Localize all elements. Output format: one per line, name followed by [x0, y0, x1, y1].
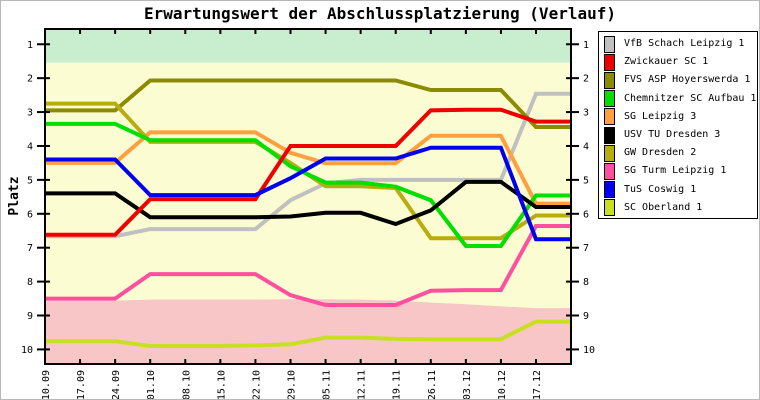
series-line-sc-oberland-1 [45, 319, 571, 348]
legend-label: USV TU Dresden 3 [624, 129, 721, 141]
x-tick-label: 26.11 [427, 370, 438, 400]
y-tick-label-left: 1 [27, 40, 33, 51]
legend-swatch-sg-leipzig-3 [604, 108, 615, 126]
legend-item-vfb-schach-leipzig-1: VfB Schach Leipzig 1 [599, 35, 757, 53]
legend-label: SG Turm Leipzig 1 [624, 165, 727, 177]
y-tick-label-right: 4 [583, 141, 589, 152]
legend-label: Zwickauer SC 1 [624, 56, 709, 68]
y-tick-label-right: 3 [583, 108, 589, 119]
x-tick-label: 17.12 [532, 370, 543, 400]
plot-border [44, 28, 572, 365]
legend-swatch-zwickauer-sc-1 [604, 53, 615, 71]
y-tick-label-right: 9 [583, 311, 589, 322]
x-tick-label: 08.10 [181, 370, 192, 400]
x-tick-label: 05.11 [322, 370, 333, 400]
y-tick-label-left: 10 [21, 345, 33, 356]
x-tick-label: 19.11 [392, 370, 403, 400]
y-tick-label-left: 4 [27, 141, 33, 152]
x-tick-label: 22.10 [251, 370, 262, 400]
series-line-usv-tu-dresden-3 [45, 179, 571, 227]
x-tick-label: 01.10 [146, 370, 157, 400]
legend-label: FVS ASP Hoyerswerda 1 [624, 74, 751, 86]
band-top-zone-green [45, 29, 571, 63]
legend-item-sg-turm-leipzig-1: SG Turm Leipzig 1 [599, 162, 757, 180]
y-tick-label-right: 10 [583, 345, 595, 356]
legend-item-gw-dresden-2: GW Dresden 2 [599, 144, 757, 162]
y-tick-label-left: 9 [27, 311, 33, 322]
y-tick-label-left: 8 [27, 277, 33, 288]
y-tick-label-right: 6 [583, 209, 589, 220]
x-tick-label: 10.09 [41, 370, 52, 400]
legend-swatch-sc-oberland-1 [604, 199, 615, 217]
y-tick-label-right: 2 [583, 74, 589, 85]
legend-swatch-tus-coswig-1 [604, 181, 615, 199]
y-tick-label-left: 7 [27, 243, 33, 254]
legend-swatch-vfb-schach-leipzig-1 [604, 35, 615, 53]
legend-swatch-sg-turm-leipzig-1 [604, 162, 615, 180]
chart-title: Erwartungswert der Abschlussplatzierung … [143, 4, 616, 23]
legend-item-chemnitzer-sc-aufbau-1: Chemnitzer SC Aufbau 1 [599, 90, 757, 108]
y-tick-label-right: 1 [583, 40, 589, 51]
series-line-sg-leipzig-3 [45, 130, 571, 206]
legend: VfB Schach Leipzig 1 Zwickauer SC 1 FVS AS… [598, 31, 758, 219]
legend-label: GW Dresden 2 [624, 147, 697, 159]
y-tick-label-right: 7 [583, 243, 589, 254]
series-line-chemnitzer-sc-aufbau-1 [45, 121, 571, 248]
legend-item-tus-coswig-1: TuS Coswig 1 [599, 181, 757, 199]
legend-label: Chemnitzer SC Aufbau 1 [624, 92, 757, 104]
legend-label: SC Oberland 1 [624, 201, 703, 213]
legend-item-usv-tu-dresden-3: USV TU Dresden 3 [599, 126, 757, 144]
y-tick-label-right: 5 [583, 175, 589, 186]
y-tick-label-right: 8 [583, 277, 589, 288]
band-bottom-zone-pink [45, 299, 571, 364]
legend-item-zwickauer-sc-1: Zwickauer SC 1 [599, 53, 757, 71]
legend-swatch-usv-tu-dresden-3 [604, 126, 615, 144]
legend-label: VfB Schach Leipzig 1 [624, 38, 745, 50]
legend-item-sg-leipzig-3: SG Leipzig 3 [599, 108, 757, 126]
x-tick-label: 29.10 [287, 370, 298, 400]
legend-item-sc-oberland-1: SC Oberland 1 [599, 199, 757, 217]
y-tick-label-left: 6 [27, 209, 33, 220]
x-tick-label: 10.12 [497, 370, 508, 400]
x-tick-label: 17.09 [76, 370, 87, 400]
legend-swatch-fvs-asp-hoyerswerda-1 [604, 71, 615, 89]
legend-label: SG Leipzig 3 [624, 110, 697, 122]
legend-swatch-chemnitzer-sc-aufbau-1 [604, 90, 615, 108]
legend-label: TuS Coswig 1 [624, 183, 697, 195]
legend-item-fvs-asp-hoyerswerda-1: FVS ASP Hoyerswerda 1 [599, 71, 757, 89]
y-tick-label-left: 2 [27, 74, 33, 85]
x-tick-label: 24.09 [111, 370, 122, 400]
x-tick-label: 12.11 [357, 370, 368, 400]
series-line-tus-coswig-1 [45, 145, 571, 242]
y-tick-label-left: 5 [27, 175, 33, 186]
series-line-sg-turm-leipzig-1 [45, 224, 571, 307]
series-line-fvs-asp-hoyerswerda-1 [45, 78, 571, 129]
y-tick-label-left: 3 [27, 108, 33, 119]
x-tick-label: 15.10 [216, 370, 227, 400]
x-tick-label: 03.12 [462, 370, 473, 400]
series-line-zwickauer-sc-1 [45, 107, 571, 237]
legend-swatch-gw-dresden-2 [604, 144, 615, 162]
